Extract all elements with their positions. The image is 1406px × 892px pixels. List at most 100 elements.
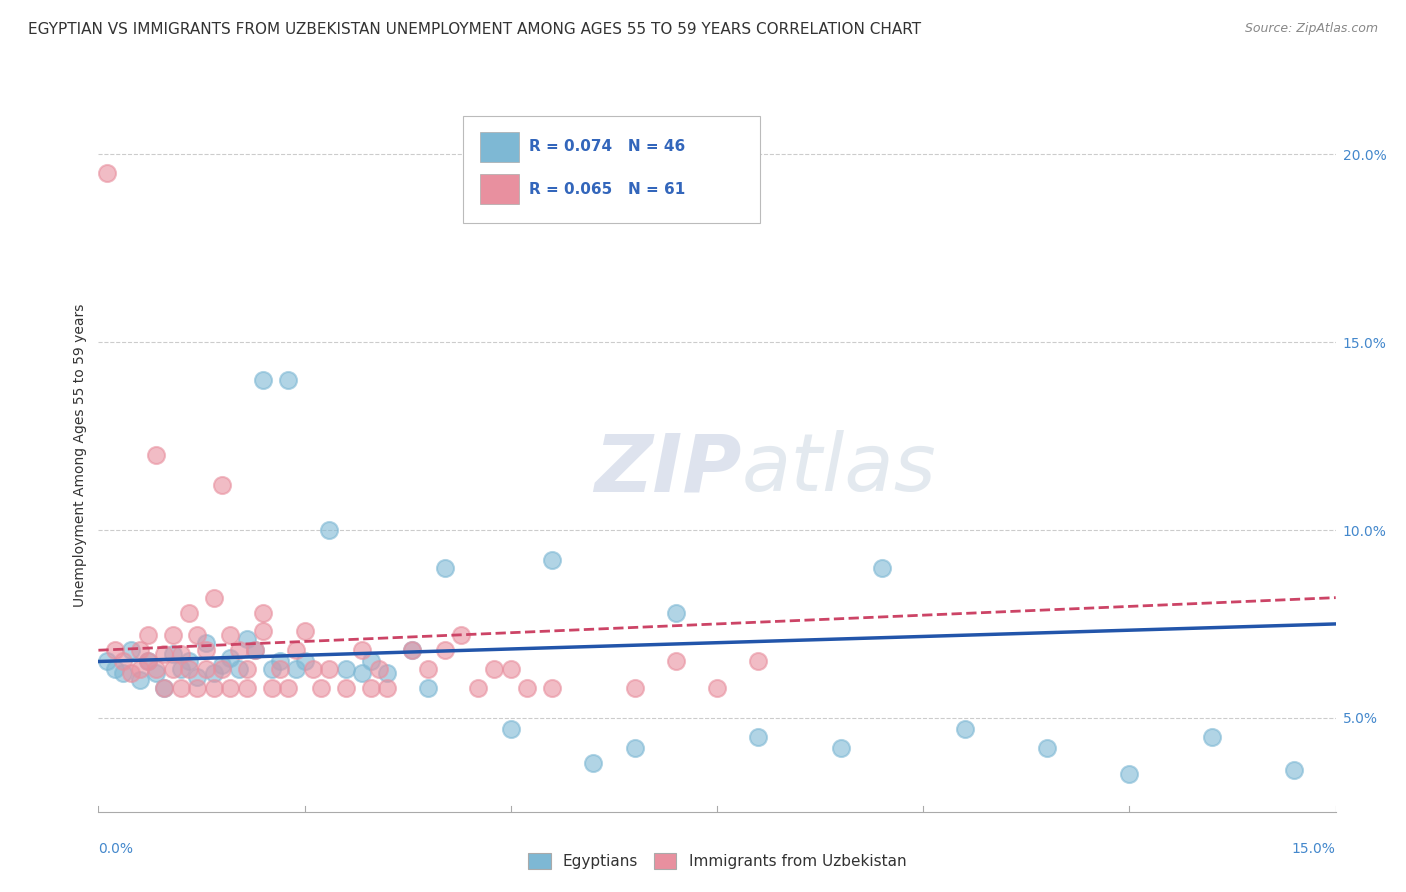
Point — [706, 681, 728, 695]
Point — [401, 643, 423, 657]
Point — [285, 643, 308, 657]
Point — [277, 681, 299, 695]
Point — [186, 669, 208, 683]
Point — [228, 662, 250, 676]
Point — [194, 643, 217, 657]
Point — [375, 665, 398, 680]
Point — [145, 665, 167, 680]
Point — [318, 523, 340, 537]
Point — [252, 606, 274, 620]
Point — [582, 756, 605, 770]
Point — [219, 650, 242, 665]
Point — [162, 647, 184, 661]
Point — [120, 665, 142, 680]
Point — [352, 665, 374, 680]
Point — [136, 628, 159, 642]
FancyBboxPatch shape — [464, 116, 761, 223]
Point — [112, 665, 135, 680]
Point — [484, 662, 506, 676]
Point — [219, 681, 242, 695]
Point — [467, 681, 489, 695]
Point — [145, 448, 167, 462]
Point — [211, 658, 233, 673]
Point — [202, 665, 225, 680]
Point — [352, 643, 374, 657]
Point — [202, 681, 225, 695]
Point — [236, 632, 259, 646]
Text: 0.0%: 0.0% — [98, 842, 134, 855]
Point — [104, 662, 127, 676]
Point — [665, 606, 688, 620]
Point — [1118, 767, 1140, 781]
Point — [186, 681, 208, 695]
Point — [228, 643, 250, 657]
Point — [309, 681, 332, 695]
Point — [170, 681, 193, 695]
Point — [202, 591, 225, 605]
Text: EGYPTIAN VS IMMIGRANTS FROM UZBEKISTAN UNEMPLOYMENT AMONG AGES 55 TO 59 YEARS CO: EGYPTIAN VS IMMIGRANTS FROM UZBEKISTAN U… — [28, 22, 921, 37]
Point — [170, 662, 193, 676]
Point — [433, 643, 456, 657]
Point — [433, 560, 456, 574]
Point — [285, 662, 308, 676]
Point — [120, 643, 142, 657]
Legend: Egyptians, Immigrants from Uzbekistan: Egyptians, Immigrants from Uzbekistan — [522, 847, 912, 875]
Point — [153, 681, 176, 695]
Point — [136, 655, 159, 669]
Point — [1284, 764, 1306, 778]
Point — [194, 662, 217, 676]
Point — [623, 681, 645, 695]
Point — [541, 681, 564, 695]
Text: R = 0.074   N = 46: R = 0.074 N = 46 — [529, 139, 685, 154]
Point — [360, 655, 382, 669]
Point — [236, 662, 259, 676]
Point — [260, 681, 283, 695]
Point — [162, 628, 184, 642]
Point — [360, 681, 382, 695]
Point — [112, 655, 135, 669]
Text: ZIP: ZIP — [595, 430, 742, 508]
Point — [153, 681, 176, 695]
Point — [162, 662, 184, 676]
Point — [179, 606, 201, 620]
Point — [541, 553, 564, 567]
Point — [1036, 740, 1059, 755]
Point — [211, 662, 233, 676]
Point — [96, 655, 118, 669]
Point — [104, 643, 127, 657]
Point — [128, 662, 150, 676]
Point — [252, 624, 274, 639]
Point — [277, 373, 299, 387]
Point — [179, 662, 201, 676]
Point — [294, 655, 316, 669]
Point — [335, 681, 357, 695]
Point — [186, 628, 208, 642]
Point — [269, 655, 291, 669]
Y-axis label: Unemployment Among Ages 55 to 59 years: Unemployment Among Ages 55 to 59 years — [73, 303, 87, 607]
Point — [747, 730, 769, 744]
Point — [401, 643, 423, 657]
Point — [128, 673, 150, 688]
Point — [375, 681, 398, 695]
Point — [136, 655, 159, 669]
Point — [499, 722, 522, 736]
Point — [96, 166, 118, 180]
Point — [170, 647, 193, 661]
Point — [335, 662, 357, 676]
Point — [236, 681, 259, 695]
Point — [1201, 730, 1223, 744]
Point — [194, 636, 217, 650]
Point — [747, 655, 769, 669]
Point — [302, 662, 325, 676]
Point — [243, 643, 266, 657]
Point — [179, 655, 201, 669]
Point — [243, 643, 266, 657]
Point — [499, 662, 522, 676]
Point — [418, 681, 440, 695]
Text: 15.0%: 15.0% — [1292, 842, 1336, 855]
Point — [367, 662, 389, 676]
Point — [870, 560, 893, 574]
Point — [953, 722, 976, 736]
Point — [219, 628, 242, 642]
FancyBboxPatch shape — [479, 175, 519, 204]
